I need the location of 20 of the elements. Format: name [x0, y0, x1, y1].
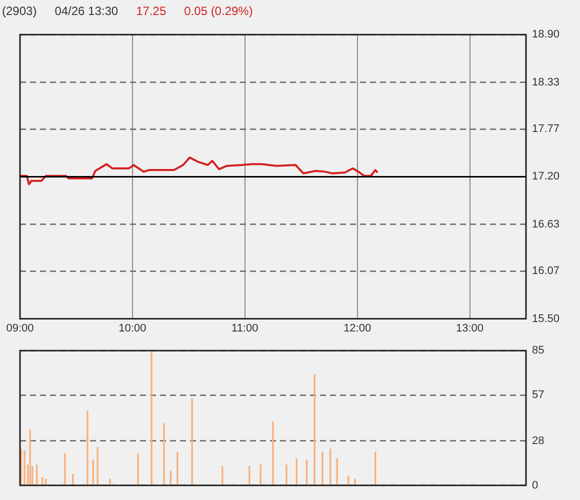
y-tick-label: 16.07	[532, 265, 560, 278]
y-tick-label: 0	[532, 479, 538, 492]
y-tick-label: 57	[532, 389, 544, 402]
text: 0.05 (0.29%)	[184, 4, 253, 18]
text: 04/26 13:30	[54, 4, 118, 18]
x-tick-label: 10:00	[118, 322, 146, 334]
y-tick-label: 17.20	[532, 170, 560, 183]
chart-title: (2903)	[2, 4, 37, 18]
y-tick-label: 28	[532, 435, 544, 448]
y-tick-label: 16.63	[532, 218, 560, 230]
y-tick-label: 85	[532, 344, 544, 357]
y-tick-label: 18.33	[532, 76, 560, 88]
y-tick-label: 17.77	[532, 123, 560, 136]
y-tick-label: 15.50	[532, 312, 560, 325]
x-tick-label: 09:00	[6, 322, 34, 334]
x-tick-label: 11:00	[232, 322, 258, 334]
y-tick-label: 18.90	[532, 28, 560, 41]
x-tick-label: 12:00	[344, 322, 372, 334]
x-tick-label: 13:00	[456, 322, 484, 334]
text: 17.25	[136, 4, 166, 18]
